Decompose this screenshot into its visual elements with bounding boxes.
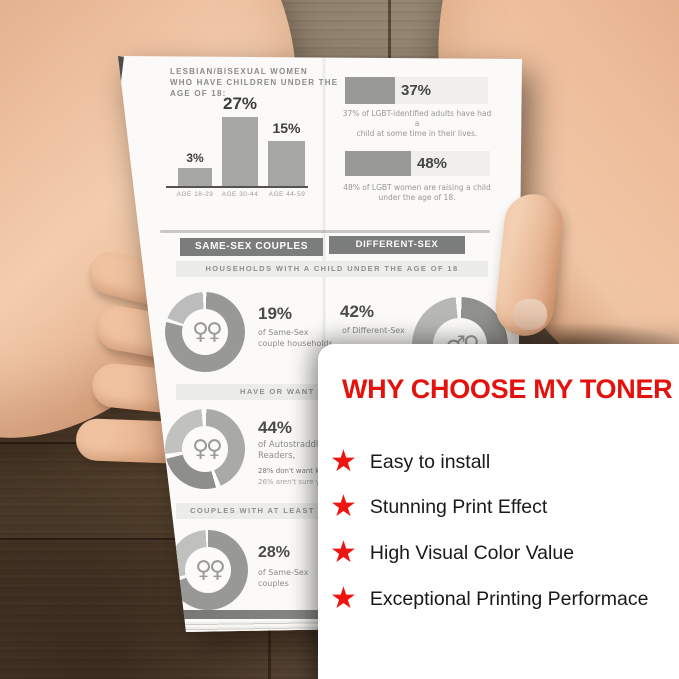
donut-caption: of Same-Sex couples: [258, 568, 309, 588]
star-icon: ★: [330, 536, 357, 569]
donut-hole: ♀♀: [185, 547, 231, 593]
feature-text: Exceptional Printing Performace: [369, 587, 649, 610]
stat-caption: 37% of LGBT-identified adults have had a…: [342, 109, 492, 138]
bar-age-18-29: [178, 168, 212, 186]
feature-bullet: ★ High Visual Color Value: [330, 538, 574, 568]
title-line: WHO HAVE CHILDREN UNDER THE: [170, 78, 339, 87]
feature-bullet: ★ Exceptional Printing Performace: [330, 584, 648, 614]
page-fold-line: [160, 230, 490, 233]
bar-value-label: 3%: [186, 151, 204, 165]
star-icon: ★: [330, 445, 357, 478]
bar-age-30-44: [222, 117, 258, 186]
feature-text: Easy to install: [369, 450, 491, 473]
female-couple-icon: ♀♀: [192, 436, 223, 462]
donut-caption: of Same-Sex couple households: [258, 328, 333, 348]
stat-value: 37%: [401, 82, 432, 99]
stat-caption: 48% of LGBT women are raising a child un…: [343, 183, 491, 202]
donut-chart-19: ♀♀: [165, 292, 245, 372]
section-heading-households: HOUSEHOLDS WITH A CHILD UNDER THE AGE OF…: [176, 261, 488, 277]
donut-value: 44%: [258, 418, 293, 437]
bar-value-label: 15%: [272, 120, 301, 136]
card-title: WHY CHOOSE MY TONER: [342, 374, 673, 404]
bar-category-label: AGE 30-44: [221, 191, 259, 198]
right-thumb-nail: [513, 299, 547, 330]
donut-caption: of Autostraddle Readers,: [258, 440, 324, 461]
title-line: AGE OF 18:: [170, 89, 227, 98]
donut-chart-44: ♀♀: [165, 409, 245, 489]
star-icon: ★: [330, 582, 357, 615]
stat-bar-fill: [345, 151, 411, 176]
stat-value: 48%: [417, 155, 448, 172]
bar-category-label: AGE 44-59: [268, 191, 306, 198]
banner-same-sex: SAME-SEX COUPLES: [180, 238, 323, 256]
donut-value: 19%: [258, 304, 293, 323]
marketing-overlay-card: WHY CHOOSE MY TONER ★ Easy to install ★ …: [318, 344, 679, 679]
bar-chart-axis: [166, 186, 308, 188]
stat-bar-fill: [345, 77, 395, 104]
feature-text: Stunning Print Effect: [369, 495, 548, 518]
star-icon: ★: [330, 490, 357, 523]
feature-text: High Visual Color Value: [369, 541, 575, 564]
donut-value: 28%: [258, 544, 291, 561]
donut-sub-caption: 26% aren't sure yet: [258, 478, 327, 486]
feature-bullet: ★ Stunning Print Effect: [330, 492, 547, 522]
bar-age-44-59: [268, 141, 305, 186]
donut-value: 42%: [340, 302, 375, 321]
page-center-crease: [321, 56, 330, 632]
donut-hole: ♀♀: [182, 426, 228, 472]
banner-different-sex: DIFFERENT-SEX COUPLES: [329, 236, 465, 268]
donut-sub-caption: 28% don't want kids: [258, 467, 330, 475]
donut-hole: ♀♀: [182, 309, 228, 355]
female-couple-icon: ♀♀: [195, 557, 226, 583]
donut-caption: of Different-Sex: [342, 326, 405, 335]
bar-value-label: 27%: [222, 94, 258, 113]
title-line: LESBIAN/BISEXUAL WOMEN: [170, 67, 308, 76]
infographic-title: LESBIAN/BISEXUAL WOMEN WHO HAVE CHILDREN…: [170, 66, 338, 99]
feature-bullet: ★ Easy to install: [330, 447, 490, 477]
donut-chart-28: ♀♀: [168, 530, 248, 610]
female-couple-icon: ♀♀: [192, 319, 223, 345]
bar-category-label: AGE 18-29: [176, 191, 214, 198]
